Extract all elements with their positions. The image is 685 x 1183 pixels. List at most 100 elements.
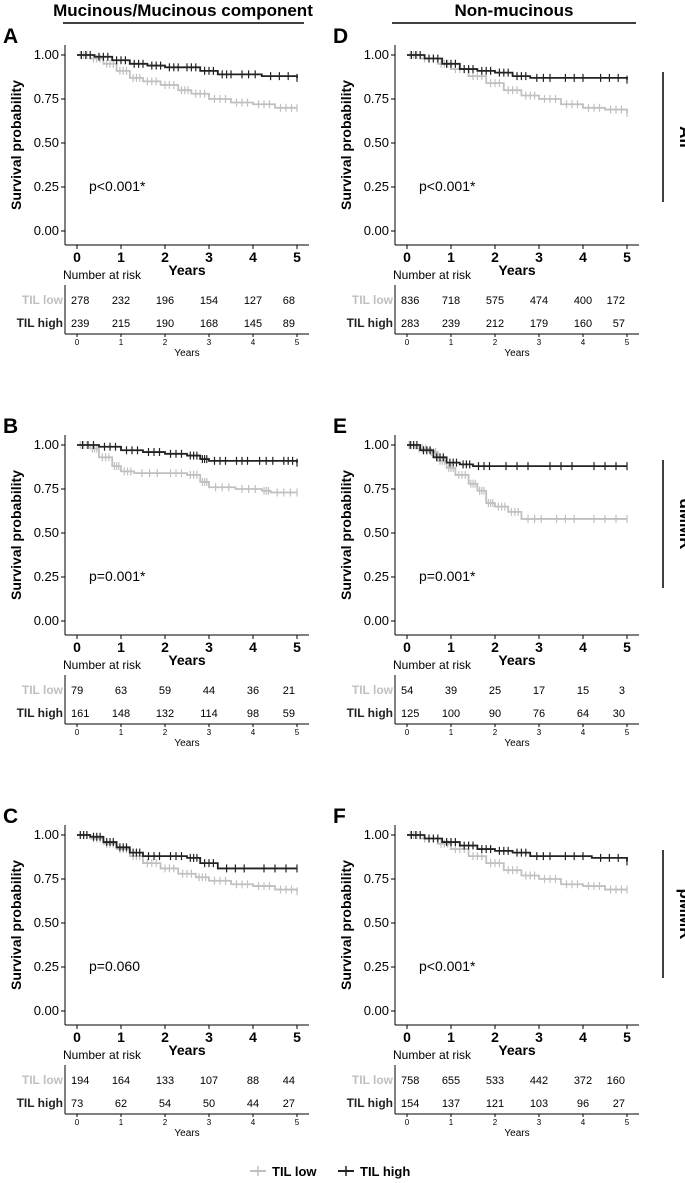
x-tick-label: 1 [447,249,455,265]
column-header-left: Mucinous/Mucinous component [53,1,313,24]
x-axis-title: Years [498,652,536,668]
risk-value-til-high: 27 [613,1098,625,1110]
y-tick-label: 0.50 [34,525,59,540]
risk-x-tick-label: 3 [207,338,212,347]
y-tick-label: 0.50 [364,525,389,540]
x-tick-label: 2 [491,639,499,655]
risk-value-til-high: 114 [200,708,218,720]
risk-x-tick-label: 4 [581,338,586,347]
x-tick-label: 5 [293,1029,301,1045]
risk-value-til-low: 88 [247,1075,259,1087]
y-axis-title: Survival probability [8,860,24,990]
x-axis-title: Years [498,1042,536,1058]
y-tick-label: 0.25 [364,179,389,194]
risk-value-til-low: 836 [401,295,419,307]
risk-value-til-high: 64 [577,708,589,720]
risk-value-til-low: 39 [445,685,457,697]
risk-x-tick-label: 2 [163,1118,168,1127]
y-tick-label: 1.00 [34,47,59,62]
x-tick-label: 1 [117,1029,125,1045]
x-tick-label: 3 [205,639,213,655]
risk-value-til-high: 50 [203,1098,215,1110]
x-tick-label: 0 [403,639,411,655]
row-label-dmmr: dMMR [662,460,685,588]
risk-x-tick-label: 5 [295,338,300,347]
risk-value-til-high: 121 [486,1098,504,1110]
y-tick-label: 0.75 [34,481,59,496]
risk-value-til-high: 27 [283,1098,295,1110]
risk-value-til-low: 758 [401,1075,419,1087]
risk-value-til-low: 54 [401,685,413,697]
risk-value-til-high: 90 [489,708,501,720]
x-tick-label: 4 [249,639,257,655]
risk-x-axis-title: Years [174,1128,199,1139]
legend: TIL low TIL high [250,1164,410,1179]
y-axis-title: Survival probability [8,470,24,600]
y-tick-label: 0.25 [34,179,59,194]
panel-c: C 0.00 0.25 0.50 0.75 1.00 0 1 2 3 4 5 Years Survival… [3,805,309,1139]
y-tick-label: 0.00 [364,223,389,238]
risk-value-til-high: 30 [613,708,625,720]
risk-x-tick-label: 4 [581,1118,586,1127]
risk-x-tick-label: 1 [119,338,124,347]
x-tick-label: 5 [293,249,301,265]
risk-value-til-low: 655 [442,1075,460,1087]
y-tick-label: 0.25 [364,959,389,974]
panel-label-e: E [333,415,347,438]
risk-x-tick-label: 1 [449,338,454,347]
risk-value-til-low: 127 [244,295,262,307]
risk-value-til-high: 148 [112,708,130,720]
risk-x-tick-label: 5 [625,338,630,347]
risk-x-tick-label: 2 [163,728,168,737]
column-title-non-mucinous: Non-mucinous [455,1,574,20]
y-tick-label: 1.00 [34,827,59,842]
y-tick-label: 0.00 [364,613,389,628]
x-tick-label: 3 [535,639,543,655]
risk-value-til-high: 89 [283,318,295,330]
risk-x-tick-label: 2 [493,728,498,737]
risk-x-tick-label: 5 [295,728,300,737]
km-curve-til-low [407,54,628,114]
x-axis-title: Years [168,652,206,668]
risk-row-label-til-low: TIL low [352,293,394,307]
risk-value-til-low: 36 [247,685,259,697]
risk-x-tick-label: 1 [119,728,124,737]
y-tick-label: 1.00 [364,47,389,62]
risk-value-til-high: 145 [244,318,262,330]
y-tick-label: 0.75 [364,91,389,106]
legend-label-til-low: TIL low [272,1164,317,1179]
risk-value-til-high: 212 [486,318,504,330]
y-axis-title: Survival probability [8,80,24,210]
risk-value-til-low: 442 [530,1075,548,1087]
km-curve-til-high [77,834,297,870]
risk-value-til-high: 44 [247,1098,259,1110]
risk-x-tick-label: 4 [581,728,586,737]
risk-row-label-til-high: TIL high [347,316,393,330]
risk-table-title: Number at risk [63,1048,142,1062]
risk-value-til-high: 239 [442,318,460,330]
row-label-all: All [662,72,685,202]
x-tick-label: 2 [161,639,169,655]
risk-table-title: Number at risk [63,658,142,672]
x-tick-label: 5 [623,249,631,265]
risk-value-til-low: 59 [159,685,171,697]
y-tick-label: 0.75 [364,871,389,886]
y-axis-title: Survival probability [338,80,354,210]
y-axis-title: Survival probability [338,470,354,600]
x-tick-label: 0 [73,249,81,265]
x-tick-label: 4 [249,1029,257,1045]
risk-row-label-til-low: TIL low [352,683,394,697]
risk-value-til-high: 103 [530,1098,548,1110]
column-title-mucinous: Mucinous/Mucinous component [53,1,313,20]
x-tick-label: 4 [249,249,257,265]
risk-value-til-low: 718 [442,295,460,307]
panel-label-c: C [3,805,18,828]
x-tick-label: 1 [447,639,455,655]
risk-value-til-high: 76 [533,708,545,720]
y-axis-title: Survival probability [338,860,354,990]
risk-value-til-high: 137 [442,1098,460,1110]
y-tick-label: 0.50 [34,915,59,930]
x-tick-label: 3 [535,249,543,265]
risk-value-til-high: 161 [71,708,89,720]
